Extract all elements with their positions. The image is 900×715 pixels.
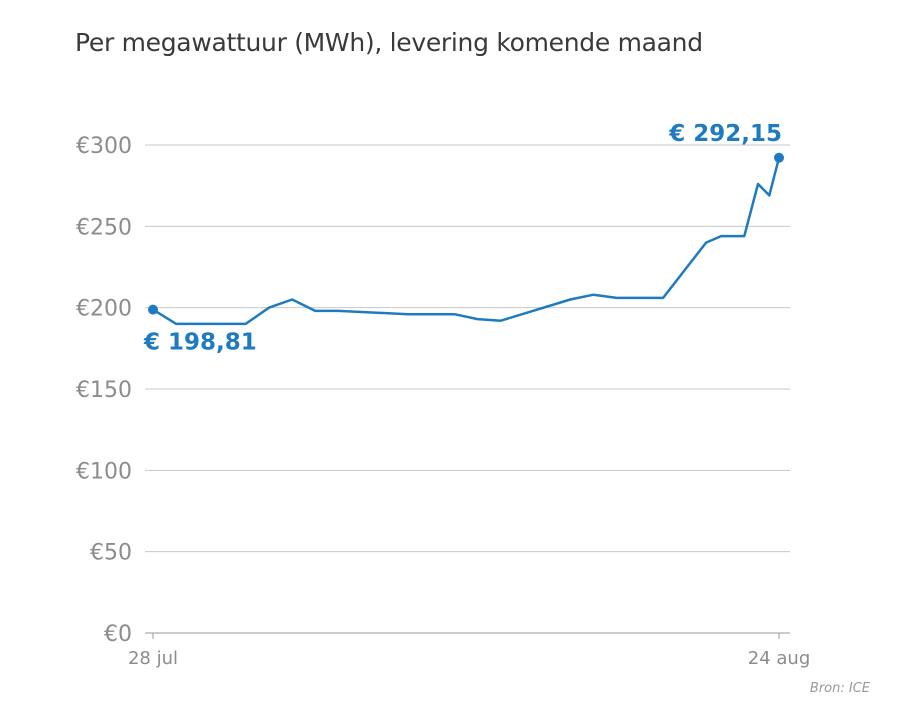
- y-tick-label-0: €0: [104, 622, 132, 647]
- chart-title: Per megawattuur (MWh), levering komende …: [75, 28, 703, 57]
- source-note: Bron: ICE: [809, 681, 870, 696]
- series-line: [151, 156, 781, 326]
- x-tick-label-0: 28 jul: [128, 648, 178, 669]
- data-labels: € 198,81 € 292,15: [143, 121, 782, 356]
- data-label-1: € 292,15: [668, 121, 782, 147]
- y-tick-label-200: €200: [76, 297, 132, 322]
- y-tick-label-300: €300: [76, 134, 132, 159]
- data-label-0: € 198,81: [143, 330, 257, 356]
- y-tick-label-100: €100: [76, 459, 132, 484]
- gridlines: [145, 144, 790, 634]
- y-axis-ticks: €0 €50 €100 €150 €200 €250 €300: [76, 134, 132, 647]
- y-tick-label-50: €50: [90, 541, 132, 566]
- y-tick-label-250: €250: [76, 215, 132, 240]
- x-axis-ticks: 28 jul 24 aug: [128, 633, 810, 669]
- x-tick-label-1: 24 aug: [748, 648, 811, 669]
- series-layer: [151, 156, 781, 326]
- endpoint-markers: [148, 152, 784, 315]
- y-tick-label-150: €150: [76, 378, 132, 403]
- data-point-1: [774, 152, 784, 163]
- data-point-0: [148, 304, 158, 315]
